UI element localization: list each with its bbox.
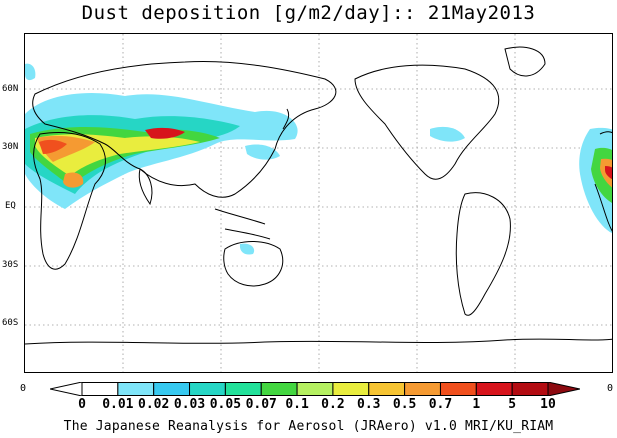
corner-label-left: 0 — [20, 383, 27, 394]
colorbar-box — [189, 382, 226, 396]
colorbar-box — [81, 382, 119, 396]
world-map — [24, 33, 613, 373]
colorbar-arrow-low — [50, 382, 83, 396]
colorbar-tick-label: 0.03 — [173, 397, 206, 412]
colorbar-tick-label: 0.3 — [357, 397, 381, 412]
lat-label-30s: 30S — [2, 260, 19, 270]
colorbar-box — [296, 382, 334, 396]
colorbar-tick-label: 10 — [540, 397, 556, 412]
colorbar-tick-label: 0.02 — [138, 397, 170, 412]
colorbar-tick-label: 1 — [472, 397, 481, 412]
colorbar-box — [404, 382, 441, 396]
map-canvas — [25, 34, 612, 372]
colorbar-tick-label: 0.05 — [209, 397, 242, 412]
dust-field-africa-asia — [25, 93, 298, 209]
coastlines — [25, 46, 612, 345]
map-title: Dust deposition [g/m2/day]:: 21May2013 — [81, 2, 536, 24]
dust-field-americas — [25, 63, 612, 255]
colorbar-box — [332, 382, 370, 396]
corner-label-right: 0 — [607, 383, 614, 394]
colorbar — [50, 382, 580, 396]
lat-label-60s: 60S — [2, 318, 19, 328]
footer-credit: The Japanese Reanalysis for Aerosol (JRA… — [63, 419, 554, 434]
lat-label-eq: EQ — [5, 201, 16, 211]
colorbar-box — [260, 382, 298, 396]
colorbar-box — [153, 382, 191, 396]
colorbar-box — [224, 382, 262, 396]
colorbar-tick-label: 0.7 — [428, 397, 453, 412]
colorbar-tick-label: 0 — [78, 397, 86, 412]
colorbar-tick-label: 0.2 — [321, 397, 345, 412]
colorbar-tick-label: 0.07 — [245, 397, 277, 412]
colorbar-box — [368, 382, 406, 396]
colorbar-tick-label: 0.5 — [392, 397, 417, 412]
lat-label-60n: 60N — [2, 84, 19, 94]
colorbar-tick-label: 5 — [508, 397, 517, 412]
colorbar-box — [511, 382, 549, 396]
colorbar-box — [117, 382, 155, 396]
colorbar-box — [439, 382, 477, 396]
colorbar-box — [475, 382, 513, 396]
colorbar-tick-label: 0.1 — [285, 397, 309, 412]
map-gridlines — [25, 34, 612, 372]
colorbar-arrow-high — [547, 382, 580, 396]
colorbar-tick-label: 0.01 — [102, 397, 134, 412]
lat-label-30n: 30N — [2, 142, 19, 152]
